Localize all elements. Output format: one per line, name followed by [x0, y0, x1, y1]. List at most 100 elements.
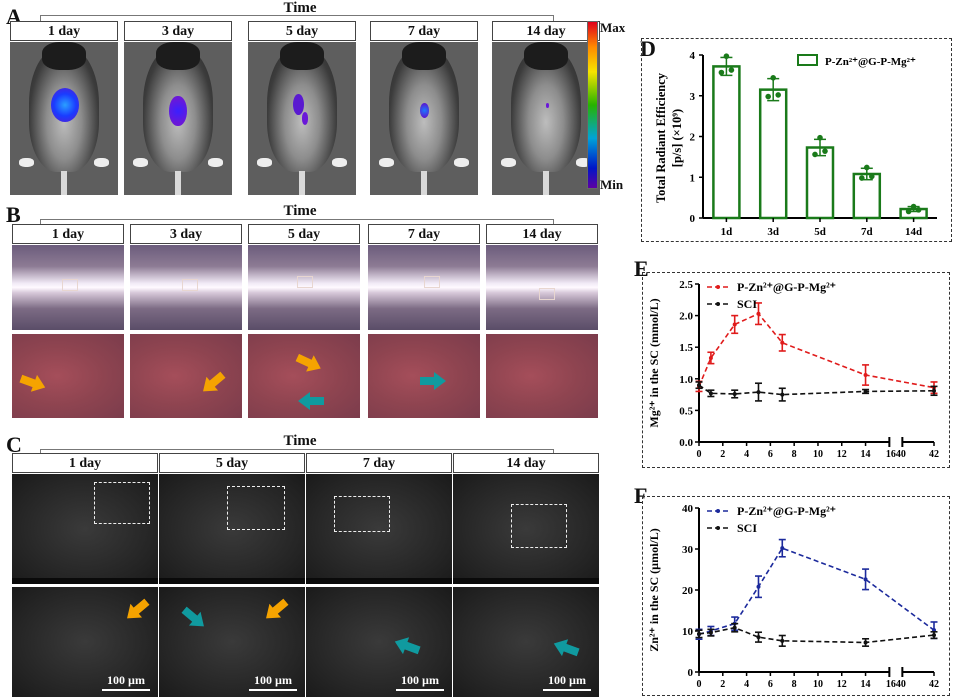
mouse-image [124, 42, 232, 195]
y-tick-label: 1.0 [679, 374, 693, 386]
mouse-head [524, 42, 568, 70]
spinal-cord-image [486, 245, 598, 330]
panel-letter-f: F [634, 483, 648, 508]
y-tick-label: 20 [682, 585, 694, 597]
spinal-cord-image [130, 245, 242, 330]
y-axis-label-line1: Total Radiant Efficiency [654, 72, 668, 203]
legend-label: SCI [737, 297, 757, 311]
y-axis-label-line2: [p/s] (×10⁹) [670, 109, 684, 167]
x-tick-label: 10 [813, 449, 823, 460]
data-point [822, 148, 828, 154]
x-tick-label: 14d [905, 226, 922, 238]
mouse-image [248, 42, 356, 195]
panel-letter-d: D [640, 36, 656, 61]
y-tick-label: 4 [690, 50, 696, 62]
y-tick-label: 0 [688, 667, 694, 679]
mouse-tail [174, 170, 182, 195]
day-label-a: 14 day [492, 21, 600, 41]
sem-info-bar [12, 578, 158, 584]
teal-arrow-icon [178, 603, 209, 634]
bar [758, 88, 788, 220]
y-tick-label: 1.5 [679, 342, 693, 354]
sem-image [12, 474, 158, 584]
time-title-b: Time [283, 203, 317, 219]
colorbar-min-label: Min [600, 177, 624, 192]
zoom-region-box [227, 486, 285, 530]
mouse-image [492, 42, 600, 195]
time-bracket-a [40, 15, 554, 21]
fluorescence-signal [51, 87, 80, 122]
fluorescence-signal [419, 103, 430, 119]
data-point [708, 391, 713, 396]
sem-image [453, 474, 599, 584]
chart-f: 0 10 20 30 40 0 2 4 6 8 10 12 14 1640 42 P-Zn²⁺@G-P-Mg²… [647, 503, 939, 690]
data-point [905, 208, 912, 215]
mouse-tail [298, 170, 306, 195]
sem-info-bar [306, 578, 452, 584]
spinal-cord-zoom-image [486, 334, 598, 418]
mouse-paw [332, 158, 348, 168]
x-tick-label: 2 [720, 449, 725, 460]
data-point [728, 67, 735, 73]
x-tick-label: 42 [929, 679, 939, 690]
day-label-c: 1 day [12, 453, 158, 473]
chart-d: 0 1 2 3 4 1d 3d 5d 7d 14d P-Zn²⁺@G-P-Mg²⁺ Total Rad… [654, 50, 937, 238]
data-point [780, 392, 785, 397]
data-point [708, 630, 713, 635]
orange-arrow-icon [197, 368, 228, 399]
day-label-b: 7 day [368, 224, 480, 244]
legend-swatch [797, 54, 818, 66]
scale-bar: 100 µm [543, 673, 591, 691]
mouse-tail [60, 170, 68, 195]
y-axis-label: Mg²⁺ in the SC (mmol/L) [647, 298, 661, 427]
zoom-region-box [334, 496, 390, 532]
sem-zoom-image: 100 µm [12, 587, 158, 697]
y-tick-label: 3 [690, 91, 696, 103]
time-title-a: Time [283, 0, 317, 16]
fluorescence-signal [169, 95, 187, 127]
selection-box [424, 276, 440, 289]
legend-label: P-Zn²⁺@G-P-Mg²⁺ [737, 504, 836, 518]
x-tick-label: 1d [721, 226, 733, 238]
day-label-c: 7 day [306, 453, 452, 473]
sem-zoom-image: 100 µm [453, 587, 599, 697]
data-point [732, 625, 737, 630]
scale-bar-line [249, 689, 297, 691]
x-tick-label: 8 [792, 449, 797, 460]
sem-zoom-image: 100 µm [159, 587, 305, 697]
data-point [863, 373, 868, 378]
mouse-paw [576, 158, 592, 168]
spinal-cord-image [368, 245, 480, 330]
orange-arrow-icon [260, 595, 291, 626]
colorbar [587, 21, 598, 189]
orange-arrow-icon [18, 370, 49, 396]
x-tick-label: 0 [697, 679, 702, 690]
teal-arrow-icon [551, 635, 582, 661]
mouse-head [156, 42, 200, 70]
day-label-c: 5 day [159, 453, 305, 473]
orange-arrow-icon [121, 595, 152, 626]
chart-e-frame [642, 272, 950, 468]
spinal-cord-image [12, 245, 124, 330]
fluorescence-signal [293, 94, 305, 116]
y-tick-label: 0.5 [679, 405, 693, 417]
data-point [770, 75, 776, 81]
scale-bar-label: 100 µm [548, 673, 586, 687]
time-bracket-b [40, 219, 554, 225]
x-tick-label: 12 [837, 679, 847, 690]
mouse-tail [420, 170, 428, 195]
mouse-paw [208, 158, 224, 168]
spinal-cord-zoom-image [368, 334, 480, 418]
time-title-c: Time [283, 433, 317, 449]
colorbar-max-label: Max [600, 20, 626, 35]
time-bracket-c [40, 449, 554, 455]
teal-arrow-icon [392, 633, 423, 659]
mouse-paw [500, 158, 516, 168]
mouse-image [10, 42, 118, 195]
data-point [697, 631, 701, 636]
data-point [932, 633, 936, 638]
sem-info-bar [159, 578, 305, 584]
y-tick-label: 2 [690, 132, 696, 144]
data-point [780, 546, 785, 551]
data-point [718, 69, 725, 76]
